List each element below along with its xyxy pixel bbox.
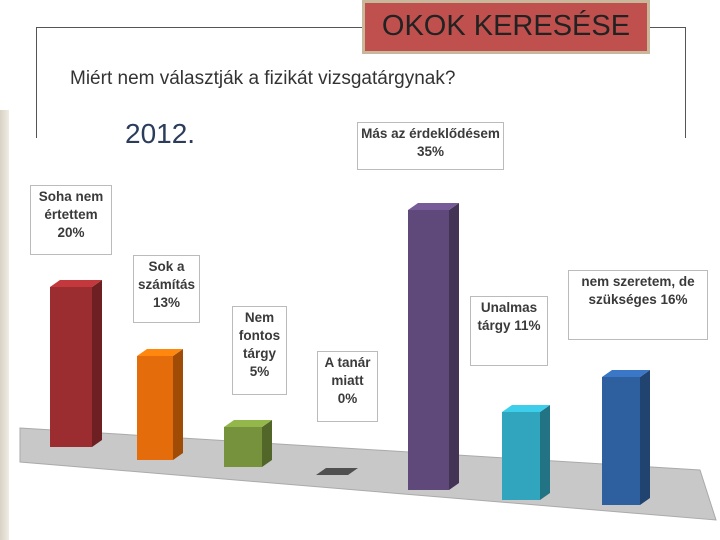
bar-top (408, 203, 459, 210)
value-label: 11% (514, 318, 541, 333)
category-label: Nem fontos tárgy (238, 310, 281, 361)
bar-side (449, 203, 459, 490)
bar (224, 427, 262, 467)
value-label: 5% (249, 364, 270, 379)
data-label: nem szeretem, de szükséges 16% (568, 270, 708, 340)
data-label: Nem fontos tárgy 5% (232, 306, 287, 395)
data-label: Más az érdeklődésem 35% (357, 122, 504, 170)
value-label: 0% (337, 391, 358, 406)
value-label: 13% (152, 295, 181, 310)
year-annotation: 2012. (125, 118, 196, 149)
category-label: Soha nem értettem (38, 189, 104, 222)
bar-top (502, 405, 550, 412)
data-label: Unalmas tárgy 11% (470, 296, 548, 366)
texture-edge (0, 110, 9, 540)
category-label: Sok a számítás (137, 259, 196, 292)
data-label: Soha nem értettem 20% (30, 185, 112, 255)
bar-side (640, 370, 650, 505)
slide-title: OKOK KERESÉSE (362, 0, 650, 54)
frame (36, 27, 686, 138)
bar-top (316, 468, 358, 475)
bar-side (173, 349, 183, 460)
category-label: A tanár miatt (324, 355, 371, 388)
bar-top (50, 280, 102, 287)
bar-side (262, 420, 272, 467)
value-label: 20% (57, 225, 85, 240)
value-label: 35% (416, 144, 445, 159)
category-label: Más az érdeklődésem (361, 126, 500, 141)
category-label: nem szeretem, de szükséges (581, 274, 695, 307)
bar (408, 210, 449, 490)
bar (137, 356, 173, 460)
bar (602, 377, 640, 505)
bar-side (92, 280, 102, 447)
bar-top (137, 349, 183, 356)
subtitle: Miért nem választják a fizikát vizsgatár… (70, 68, 456, 89)
bar (50, 287, 92, 447)
value-label: 16% (660, 292, 688, 307)
category-label: Unalmas tárgy (477, 300, 538, 333)
data-label: Sok a számítás 13% (133, 255, 200, 323)
bar-top (602, 370, 650, 377)
bar-side (540, 405, 550, 500)
bar-top (224, 420, 272, 427)
bar (502, 412, 540, 500)
data-label: A tanár miatt 0% (317, 351, 378, 422)
